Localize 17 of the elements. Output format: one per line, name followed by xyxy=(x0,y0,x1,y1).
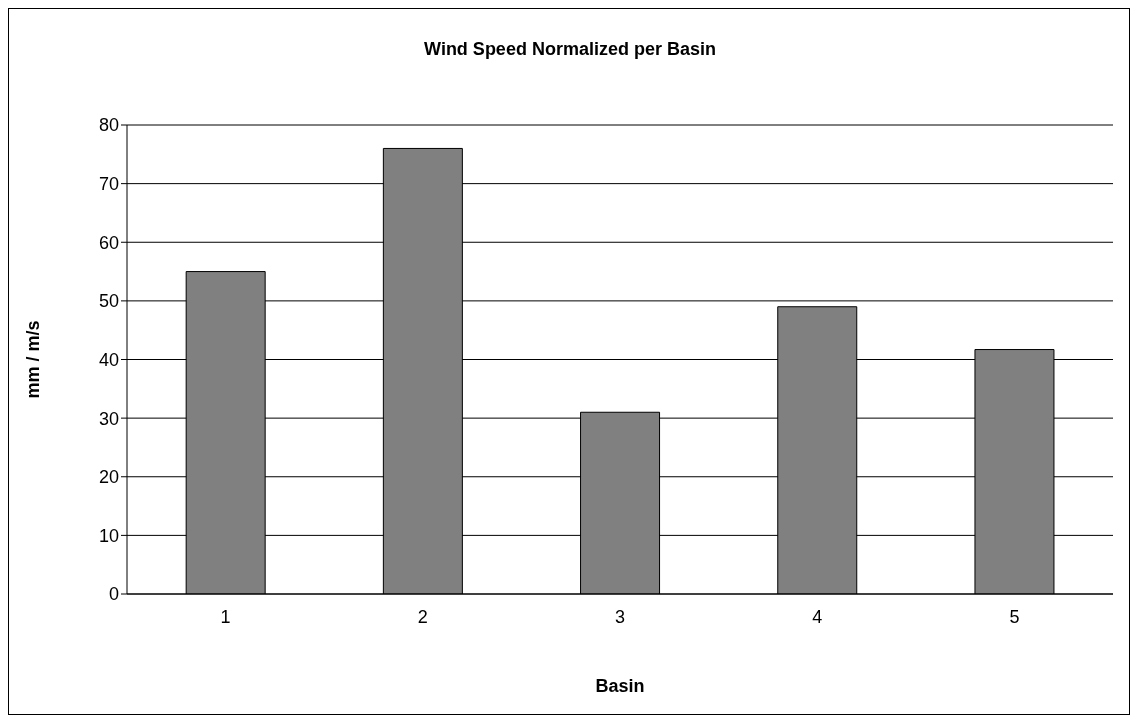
y-tick-label: 70 xyxy=(98,174,119,195)
y-tick-label: 80 xyxy=(98,115,119,136)
y-tick-label: 20 xyxy=(98,467,119,488)
y-tick-label: 0 xyxy=(108,584,119,605)
y-axis-title: mm / m/s xyxy=(23,320,44,399)
y-tick-label: 60 xyxy=(98,232,119,253)
x-tick-label: 5 xyxy=(1009,606,1020,627)
x-tick-label: 1 xyxy=(220,606,231,627)
x-tick-label: 3 xyxy=(614,606,626,627)
y-tick-label: 50 xyxy=(98,291,119,312)
y-tick-label: 40 xyxy=(98,349,119,370)
x-tick-label: 4 xyxy=(812,606,823,627)
y-tick-label: 30 xyxy=(98,408,119,429)
x-tick-label: 2 xyxy=(417,606,428,627)
y-tick-label: 10 xyxy=(98,525,119,546)
x-axis-title: Basin xyxy=(595,676,645,696)
chart-title: Wind Speed Normalized per Basin xyxy=(423,39,717,60)
